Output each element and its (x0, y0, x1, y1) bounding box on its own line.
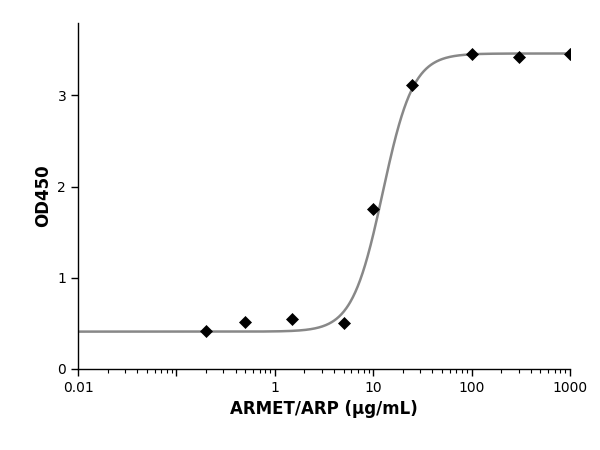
Y-axis label: OD450: OD450 (34, 164, 52, 227)
X-axis label: ARMET/ARP (μg/mL): ARMET/ARP (μg/mL) (230, 400, 418, 418)
